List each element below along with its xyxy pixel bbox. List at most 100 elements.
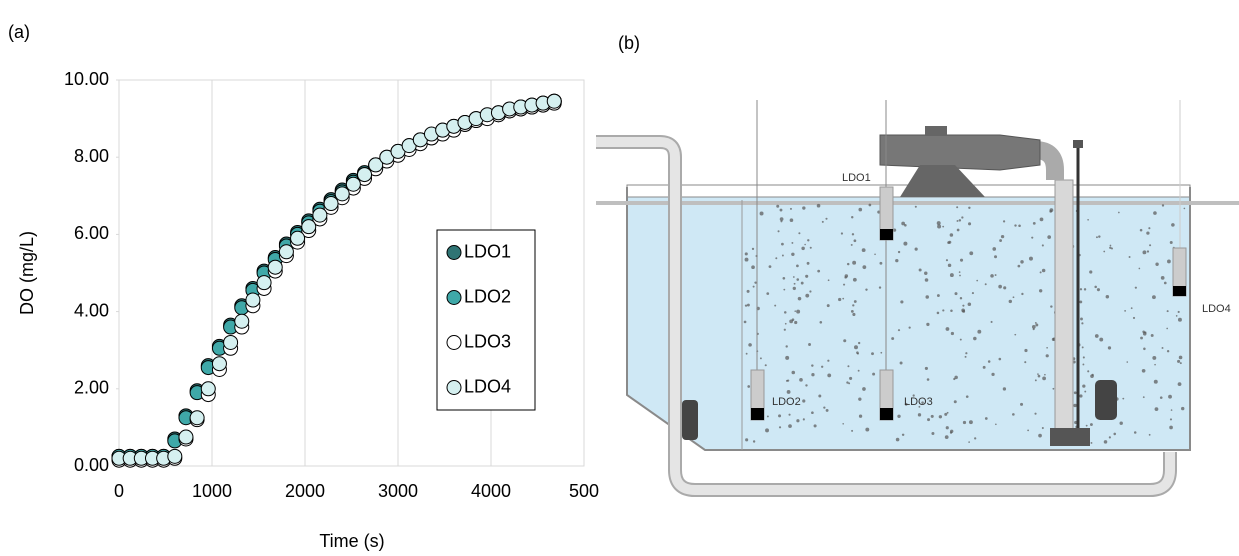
bubble xyxy=(904,223,907,227)
bubble xyxy=(805,293,810,298)
bubble xyxy=(1149,244,1152,247)
bubble xyxy=(765,428,769,433)
bubble xyxy=(938,415,943,419)
riser-pipe xyxy=(1054,179,1074,446)
bubble xyxy=(1096,288,1100,292)
bubble xyxy=(852,312,856,317)
bubble xyxy=(1047,235,1052,239)
bubble xyxy=(786,390,791,394)
bubble xyxy=(945,426,949,430)
bubble xyxy=(892,228,897,232)
bubble xyxy=(809,246,812,249)
bubble xyxy=(936,221,941,226)
bubble xyxy=(947,263,952,268)
bubble xyxy=(944,412,948,416)
pump xyxy=(1095,380,1117,420)
x-tick-label: 2000 xyxy=(285,481,325,501)
bubble xyxy=(992,247,997,251)
bubble xyxy=(959,296,963,300)
bubble xyxy=(817,269,821,273)
bubble xyxy=(1094,285,1097,289)
bubble xyxy=(808,343,811,346)
bubble xyxy=(1038,289,1043,293)
bubble xyxy=(1012,413,1015,416)
bubble xyxy=(904,402,908,406)
bubble xyxy=(1169,241,1173,245)
bubble xyxy=(782,276,786,280)
bubble xyxy=(776,204,780,208)
bubble xyxy=(1161,204,1165,207)
bubble xyxy=(827,373,832,378)
bubble xyxy=(968,420,973,425)
marker xyxy=(345,176,361,192)
marker xyxy=(357,167,373,183)
bubble xyxy=(791,241,794,244)
bubble xyxy=(1014,224,1017,227)
bubble xyxy=(918,268,922,272)
bubble xyxy=(1152,355,1157,360)
bubble xyxy=(937,224,942,229)
sensor-label: LDO2 xyxy=(772,396,801,408)
bubble xyxy=(813,424,817,428)
x-axis-title: Time (s) xyxy=(319,531,384,551)
bubble xyxy=(959,258,964,262)
aerator-cone xyxy=(900,165,985,197)
bubble xyxy=(897,250,901,254)
bubble xyxy=(844,276,847,279)
bubble xyxy=(912,394,915,397)
bubble xyxy=(1181,406,1185,411)
bubble xyxy=(793,282,796,285)
bubble xyxy=(921,401,924,404)
marker xyxy=(223,334,239,350)
bubble xyxy=(926,378,930,381)
x-tick-label: 3000 xyxy=(378,481,418,501)
bubble xyxy=(774,304,777,307)
bubble xyxy=(857,341,861,345)
bubble xyxy=(1089,270,1093,274)
bubble xyxy=(802,399,806,403)
bubble xyxy=(942,225,945,228)
panel-label: (a) xyxy=(8,22,30,42)
bubble xyxy=(1170,409,1173,411)
bubble xyxy=(958,271,961,273)
marker xyxy=(301,219,317,235)
bubble xyxy=(1031,236,1034,239)
aerator-housing xyxy=(879,134,1041,171)
bubble xyxy=(1089,423,1093,427)
bubble xyxy=(840,232,844,235)
bubble xyxy=(926,322,930,327)
bubble xyxy=(819,321,823,324)
bubble xyxy=(1090,441,1093,444)
bubble xyxy=(854,345,858,350)
bubble xyxy=(1167,259,1171,264)
bubble xyxy=(780,220,783,223)
bubble xyxy=(783,328,786,331)
bubble xyxy=(1084,390,1087,393)
bubble xyxy=(899,361,903,365)
bubble xyxy=(779,208,783,212)
bubble xyxy=(1105,295,1110,299)
bubble xyxy=(1024,348,1028,353)
bubble xyxy=(1050,305,1053,308)
bubble xyxy=(838,297,842,302)
bubble xyxy=(798,232,801,235)
bubble xyxy=(1042,376,1046,381)
bubble xyxy=(796,278,800,281)
bubble xyxy=(802,418,805,421)
bubble xyxy=(1002,220,1006,223)
bubble xyxy=(1134,286,1137,289)
bubble xyxy=(843,283,846,286)
bubble xyxy=(811,373,815,377)
bubble xyxy=(1166,310,1169,313)
bubble xyxy=(1169,418,1173,421)
bubble xyxy=(1039,271,1042,274)
bubble xyxy=(1024,361,1027,364)
bubble xyxy=(994,255,998,259)
bubble xyxy=(936,294,940,297)
bubble xyxy=(784,322,787,325)
bubble xyxy=(1041,427,1044,430)
bubble xyxy=(1118,211,1120,214)
panel-label: (b) xyxy=(618,33,640,53)
bubble xyxy=(998,284,1002,289)
